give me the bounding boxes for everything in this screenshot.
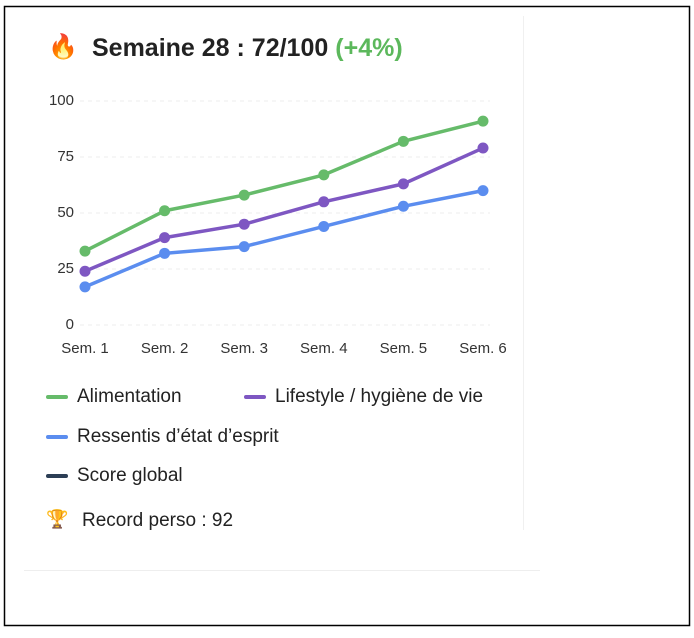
point: [238, 189, 250, 201]
x-tick-label: Sem. 4: [300, 340, 348, 357]
record-text: Record perso : 92: [82, 510, 233, 531]
x-tick-label: Sem. 5: [380, 340, 428, 357]
title-change: (+4%): [335, 34, 402, 62]
point: [79, 281, 91, 293]
y-tick-label: 0: [66, 316, 74, 333]
point: [79, 245, 91, 257]
point: [318, 220, 330, 232]
y-tick-label: 50: [57, 204, 74, 221]
fire-icon: 🔥: [48, 32, 78, 60]
trophy-icon: 🏆: [46, 508, 68, 529]
y-tick-label: 25: [57, 260, 74, 277]
point: [477, 115, 489, 127]
legend-label: Score global: [77, 465, 183, 486]
x-tick-label: Sem. 2: [141, 340, 189, 357]
point: [318, 196, 330, 208]
point: [159, 232, 171, 244]
x-tick-label: Sem. 3: [220, 340, 268, 357]
legend-label: Ressentis d’état d’esprit: [77, 426, 279, 447]
series-line: [84, 146, 484, 273]
legend-label: Alimentation: [77, 386, 182, 407]
point: [238, 241, 250, 253]
x-tick-label: Sem. 1: [61, 340, 109, 357]
point: [79, 265, 91, 277]
point: [397, 135, 409, 147]
point: [238, 218, 250, 230]
y-tick-label: 75: [57, 148, 74, 165]
y-tick-label: 100: [49, 92, 74, 109]
legend-label: Lifestyle / hygiène de vie: [275, 386, 483, 407]
point: [397, 178, 409, 190]
point: [477, 185, 489, 197]
point: [159, 247, 171, 259]
series-line: [84, 119, 484, 253]
x-tick-label: Sem. 6: [459, 340, 507, 357]
point: [159, 205, 171, 217]
title-text: Semaine 28 : 72/100: [92, 34, 328, 62]
point: [477, 142, 489, 154]
point: [397, 200, 409, 212]
header-title: Semaine 28 : 72/100 (+4%): [92, 34, 403, 62]
card: [24, 16, 524, 570]
series-line: [84, 188, 484, 289]
point: [318, 169, 330, 181]
